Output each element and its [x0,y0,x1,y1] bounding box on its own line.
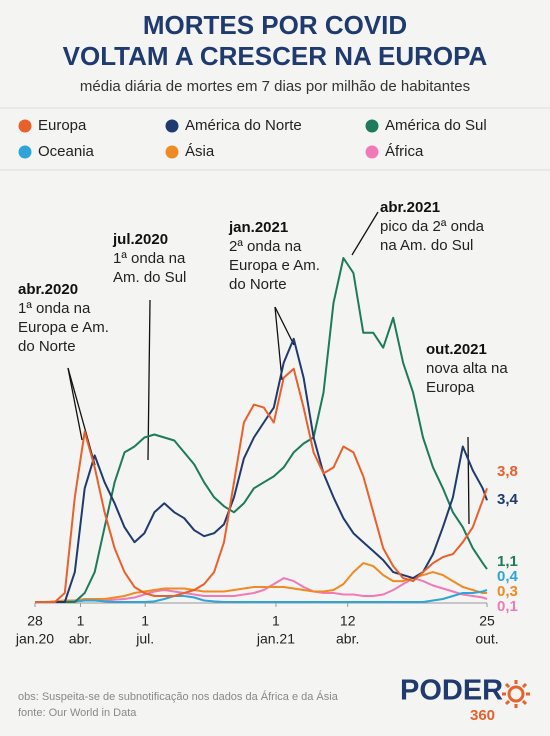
annotation-leader [467,436,470,525]
x-tick-label: 28 [27,613,43,629]
data-line [35,589,488,603]
chart-title: MORTES POR COVID [143,10,407,40]
value-label: 1,1 [497,553,518,570]
x-tick-label: 25 [479,613,495,629]
chart-subtitle: média diária de mortes em 7 dias por mil… [80,78,470,95]
annotation-leader [147,299,151,461]
legend-label: América do Norte [185,117,302,134]
x-tick-label: abr. [336,631,359,647]
legend-marker [165,119,179,133]
annotation-text: do Norte [229,276,287,293]
source: fonte: Our World in Data [18,707,137,719]
value-label: 0,4 [497,568,519,585]
x-tick-label: 1 [141,613,149,629]
legend-label: África [385,143,424,160]
brand: 360 [470,707,495,724]
annotation-leader [67,367,83,441]
brand-logo [502,680,530,708]
annotation-text: 1ª onda na [113,250,186,267]
legend-marker [365,145,379,159]
annotation-text: 2ª onda na [229,238,302,255]
legend-label: Ásia [185,143,215,160]
annotation-title: abr.2020 [18,281,78,298]
x-tick-label: 1 [77,613,85,629]
annotation-title: jul.2020 [112,231,168,248]
annotation-leader [274,306,295,346]
data-line [35,562,487,603]
annotation-title: out.2021 [426,341,487,358]
legend-label: Europa [38,117,87,134]
value-label: 0,3 [497,583,518,600]
legend-label: Oceania [38,143,95,160]
x-tick-label: jan.21 [256,631,295,647]
legend-marker [18,119,32,133]
legend-label: América do Sul [385,117,487,134]
x-tick-label: out. [475,631,498,647]
legend-marker [165,145,179,159]
annotation-text: nova alta na [426,360,508,377]
value-label: 0,1 [497,598,518,615]
data-line [35,337,488,603]
annotation-text: Am. do Sul [113,269,186,286]
x-tick-label: 12 [340,613,356,629]
x-tick-label: 1 [272,613,280,629]
annotation-text: 1ª onda na [18,300,91,317]
annotation-text: Europa [426,379,475,396]
annotation-text: Europa e Am. [18,319,109,336]
annotation-text: Europa e Am. [229,257,320,274]
legend-marker [18,145,32,159]
chart-title: VOLTAM A CRESCER NA EUROPA [63,41,488,71]
value-label: 3,4 [497,491,519,508]
x-tick-label: abr. [69,631,92,647]
annotation-text: pico da 2ª onda [380,218,485,235]
value-label: 3,8 [497,463,518,480]
annotation-leader [351,211,379,256]
annotation-text: do Norte [18,338,76,355]
brand: PODER [400,675,503,707]
data-line [35,257,488,603]
annotation-title: jan.2021 [228,219,288,236]
annotation-title: abr.2021 [380,199,440,216]
legend-marker [365,119,379,133]
annotation-text: na Am. do Sul [380,237,473,254]
note: obs: Suspeita-se de subnotificação nos d… [18,690,339,703]
x-tick-label: jan.20 [15,631,54,647]
annotation-leader [274,306,283,381]
data-line [35,367,488,603]
x-tick-label: jul. [135,631,154,647]
